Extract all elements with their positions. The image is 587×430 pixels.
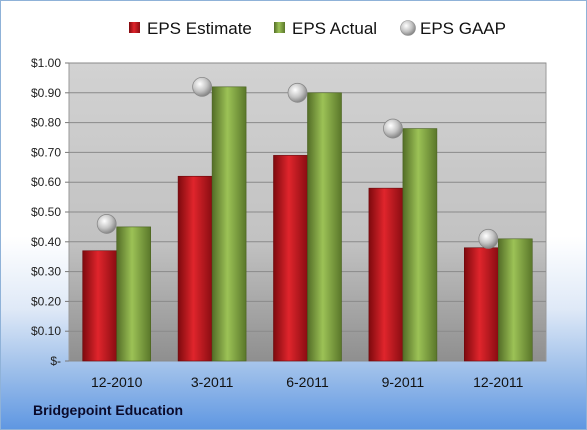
x-tick-label: 12-2010 [91,374,143,390]
legend-label: EPS GAAP [420,19,506,38]
x-tick-label: 12-2011 [473,374,524,390]
bar-eps-estimate-9-2011 [368,187,404,362]
y-tick-label: $0.20 [31,294,61,308]
x-tick-label: 9-2011 [382,374,425,390]
y-tick-label: $- [50,354,61,368]
legend-swatch [400,20,416,36]
marker-eps-gaap-12-2010 [96,214,117,234]
y-tick-label: $0.50 [31,205,61,219]
legend: EPS Estimate EPS Actual EPS GAAP [129,19,506,38]
y-tick-label: $0.30 [31,265,61,279]
marker-eps-gaap-6-2011 [287,82,308,103]
marker-eps-gaap-9-2011 [382,118,403,139]
legend-label: EPS Estimate [147,19,252,38]
bar-eps-actual-6-2011 [307,92,342,362]
bar-eps-estimate-3-2011 [177,175,213,362]
gaap-markers [96,76,499,249]
x-axis-ticks: 12-2010 3-2011 6-2011 9-2011 12-2011 [91,374,524,390]
x-tick-label: 3-2011 [191,374,234,390]
bar-eps-actual-12-2010 [116,226,151,362]
bar-eps-actual-12-2011 [497,238,533,362]
x-tick-label: 6-2011 [286,374,329,390]
y-tick-label: $0.90 [31,86,61,100]
legend-label: EPS Actual [292,19,377,38]
company-label: Bridgepoint Education [33,402,184,418]
y-tick-label: $0.80 [31,116,61,130]
marker-eps-gaap-3-2011 [192,76,213,97]
bar-eps-actual-9-2011 [402,128,438,362]
y-tick-label: $1.00 [31,56,61,70]
y-tick-label: $0.70 [31,145,61,159]
marker-eps-gaap-12-2011 [478,228,499,249]
y-tick-label: $0.10 [31,324,61,338]
legend-swatch [129,22,140,33]
y-tick-label: $0.40 [31,235,61,249]
bars [82,86,533,362]
y-axis-ticks: $- $0.10 $0.20 $0.30 $0.40 $0.50 $0.60 $0.70 $0.… [31,56,69,368]
bar-eps-actual-3-2011 [211,86,247,362]
bar-eps-estimate-6-2011 [273,155,308,362]
legend-swatch [274,22,285,33]
bar-eps-estimate-12-2010 [82,250,117,362]
bar-eps-estimate-12-2011 [463,247,499,362]
y-tick-label: $0.60 [31,175,61,189]
